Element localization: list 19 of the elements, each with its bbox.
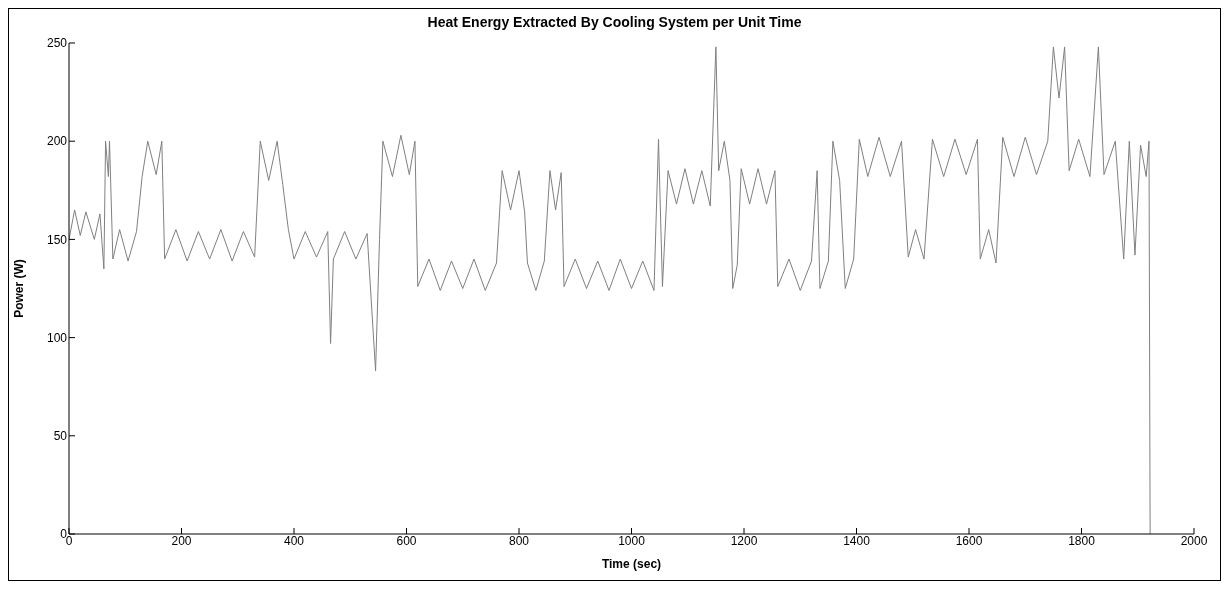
x-tick-label: 800 (508, 533, 530, 548)
x-axis-title: Time (sec) (601, 557, 662, 571)
chart-title: Heat Energy Extracted By Cooling System per Unit Time (426, 13, 803, 32)
y-tick-label: 100 (46, 330, 68, 345)
y-tick-label: 250 (46, 36, 68, 51)
x-tick-label: 1800 (1068, 533, 1096, 548)
x-tick-label: 600 (396, 533, 417, 548)
x-tick-label: 1600 (955, 533, 983, 548)
x-tick-label: 1000 (618, 533, 646, 548)
x-tick-label: 1200 (730, 533, 758, 548)
x-tick-label: 400 (283, 533, 305, 548)
line-series (69, 46, 1151, 534)
x-tick-label: 2000 (1180, 533, 1208, 548)
x-tick-label: 200 (171, 533, 192, 548)
x-tick-label: 1400 (843, 533, 871, 548)
y-tick-label: 150 (46, 232, 68, 247)
y-tick-label: 50 (53, 429, 68, 444)
y-tick-label: 200 (46, 134, 68, 149)
y-axis-title: Power (W) (12, 259, 27, 318)
